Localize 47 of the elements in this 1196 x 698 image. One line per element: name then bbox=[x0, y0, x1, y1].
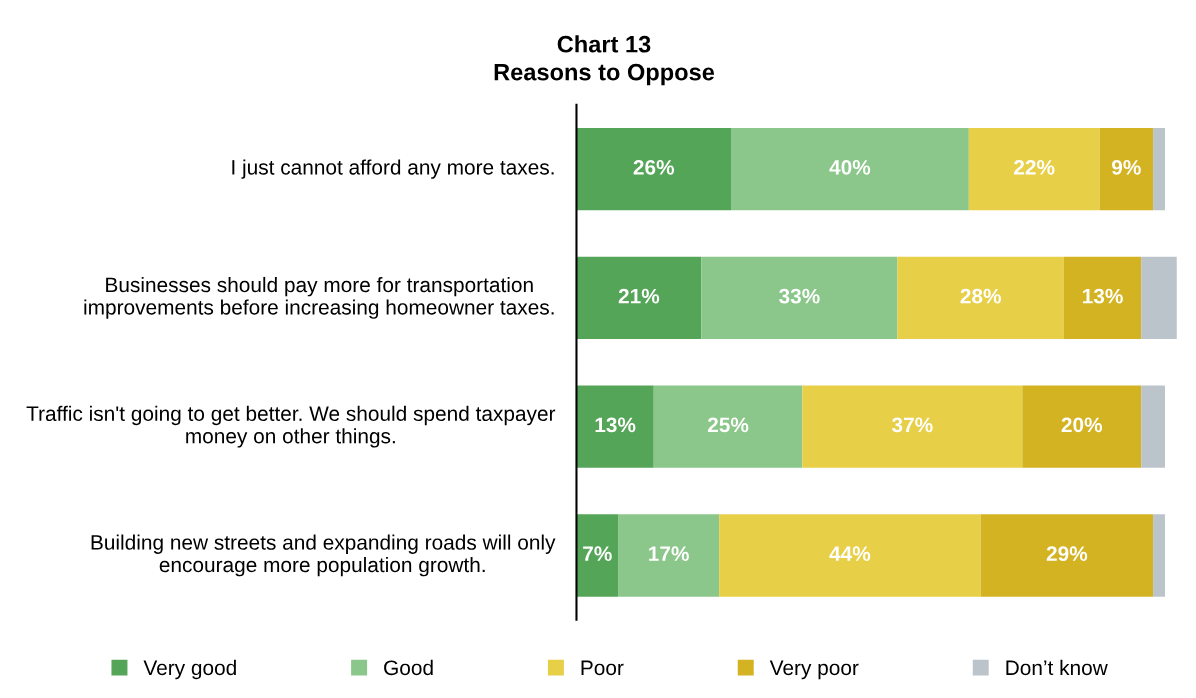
data-label: 25% bbox=[707, 417, 749, 433]
bar bbox=[719, 514, 981, 597]
data-label: 33% bbox=[779, 288, 820, 304]
data-label: 40% bbox=[829, 159, 871, 175]
legend-label: Poor bbox=[581, 660, 624, 676]
bar bbox=[968, 127, 1100, 211]
legend-label: Very poor bbox=[769, 660, 859, 680]
bar bbox=[701, 256, 898, 340]
bar bbox=[1153, 127, 1165, 211]
bar bbox=[980, 514, 1154, 597]
bar bbox=[576, 385, 654, 468]
data-label: 7% bbox=[583, 546, 612, 561]
bar bbox=[1099, 127, 1154, 211]
chart-subtitle: Reasons to Oppose bbox=[494, 63, 715, 86]
bar bbox=[653, 385, 803, 468]
bar bbox=[897, 256, 1064, 340]
y-tick-label: Building new streets and expanding roads will only encourage more population growth. bbox=[91, 534, 556, 577]
data-label: 29% bbox=[1046, 546, 1088, 562]
bar bbox=[1153, 514, 1165, 597]
bar bbox=[576, 256, 702, 340]
bar bbox=[576, 127, 732, 211]
data-label: 37% bbox=[891, 417, 933, 433]
bar bbox=[1141, 256, 1177, 340]
y-tick-label: Traffic isn't going to get better. We should spend taxpayer money on other things. bbox=[26, 405, 556, 448]
bar bbox=[1063, 256, 1142, 340]
y-tick-label: I just cannot afford any more taxes. bbox=[232, 159, 554, 179]
data-label: 22% bbox=[1014, 159, 1055, 175]
data-label: 13% bbox=[1083, 288, 1123, 304]
bar bbox=[731, 127, 969, 211]
data-label: 9% bbox=[1112, 159, 1141, 175]
bar bbox=[1141, 385, 1165, 468]
data-label: 21% bbox=[618, 288, 660, 304]
data-label: 20% bbox=[1061, 417, 1103, 433]
data-label: 26% bbox=[633, 159, 675, 175]
bar bbox=[618, 514, 720, 597]
data-label: 44% bbox=[829, 546, 871, 561]
data-label: 13% bbox=[595, 417, 636, 433]
data-label: 28% bbox=[960, 288, 1001, 304]
chart-title: Chart 13 bbox=[557, 35, 651, 53]
bar bbox=[1022, 385, 1142, 468]
legend-label: Very good bbox=[143, 659, 236, 680]
bar bbox=[802, 385, 1023, 468]
bar bbox=[576, 514, 619, 597]
data-label: 17% bbox=[649, 546, 689, 561]
y-tick-label: Businesses should pay more for transportation improvements before increasing homeowner taxes. bbox=[84, 276, 554, 319]
legend-label: Don’t know bbox=[1006, 659, 1108, 676]
legend-label: Good bbox=[384, 659, 433, 676]
